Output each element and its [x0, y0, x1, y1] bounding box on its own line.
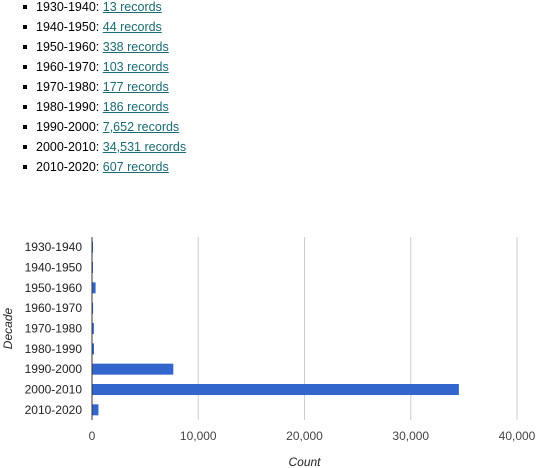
records-link[interactable]: 13 records — [102, 0, 162, 14]
records-link[interactable]: 338 records — [102, 40, 169, 54]
records-list-item: 1960-1970: 103 records — [22, 57, 186, 77]
x-tick-labels: 0 10,000 20,000 30,000 40,000 — [89, 429, 536, 443]
category-label: 1960-1970 — [25, 301, 83, 315]
decade-label: 2000-2010: — [36, 140, 100, 154]
records-link[interactable]: 34,531 records — [102, 140, 187, 154]
x-axis-title: Count — [288, 455, 321, 468]
records-link[interactable]: 607 records — [102, 160, 169, 174]
bar[interactable] — [92, 363, 174, 375]
bar[interactable] — [92, 282, 96, 294]
bar[interactable] — [92, 302, 94, 314]
records-list-item: 1950-1960: 338 records — [22, 37, 186, 57]
decade-label: 1930-1940: — [36, 0, 100, 14]
category-label: 1950-1960 — [25, 281, 83, 295]
bar[interactable] — [92, 404, 99, 416]
category-label: 2000-2010 — [25, 383, 83, 397]
x-tick-label: 10,000 — [180, 429, 217, 443]
records-list-item: 2010-2020: 607 records — [22, 157, 186, 177]
category-label: 1990-2000 — [25, 362, 83, 376]
records-list-item: 2000-2010: 34,531 records — [22, 137, 187, 157]
decade-label: 1970-1980: — [36, 80, 100, 94]
bar[interactable] — [92, 384, 459, 395]
bar[interactable] — [92, 343, 94, 355]
records-link[interactable]: 103 records — [102, 60, 169, 74]
records-list-item: 1940-1950: 44 records — [22, 17, 186, 37]
category-label: 1940-1950 — [25, 261, 83, 275]
decade-label: 1980-1990: — [36, 100, 100, 114]
decade-label: 2010-2020: — [36, 160, 100, 174]
x-tick-label: 40,000 — [499, 429, 536, 443]
records-link[interactable]: 44 records — [102, 20, 162, 34]
category-labels: 1930-1940 1940-1950 1950-1960 1960-1970 1970… — [25, 240, 83, 417]
records-list: 1930-1940: 13 records 1940-1950: 44 recor… — [0, 0, 186, 177]
records-list-item: 1970-1980: 177 records — [22, 77, 186, 97]
x-tick-label: 0 — [89, 429, 96, 443]
records-link[interactable]: 7,652 records — [102, 120, 180, 134]
decade-label: 1940-1950: — [36, 20, 100, 34]
decade-label: 1960-1970: — [36, 60, 100, 74]
category-label: 1930-1940 — [25, 240, 83, 254]
records-link[interactable]: 177 records — [102, 80, 169, 94]
x-tick-label: 20,000 — [286, 429, 323, 443]
records-list-item: 1980-1990: 186 records — [22, 97, 186, 117]
category-label: 1970-1980 — [25, 322, 83, 336]
y-axis-title: Decade — [1, 308, 15, 350]
bar[interactable] — [92, 323, 94, 334]
category-label: 1980-1990 — [25, 342, 83, 356]
category-label: 2010-2020 — [25, 403, 83, 417]
decade-bar-chart: 1930-1940 1940-1950 1950-1960 1960-1970 1970… — [1, 237, 536, 468]
decade-label: 1990-2000: — [36, 120, 100, 134]
bars — [92, 241, 459, 416]
records-link[interactable]: 186 records — [102, 100, 169, 114]
x-tick-label: 30,000 — [392, 429, 429, 443]
records-list-item: 1930-1940: 13 records — [22, 0, 186, 17]
decade-label: 1950-1960: — [36, 40, 100, 54]
records-list-item: 1990-2000: 7,652 records — [22, 117, 186, 137]
